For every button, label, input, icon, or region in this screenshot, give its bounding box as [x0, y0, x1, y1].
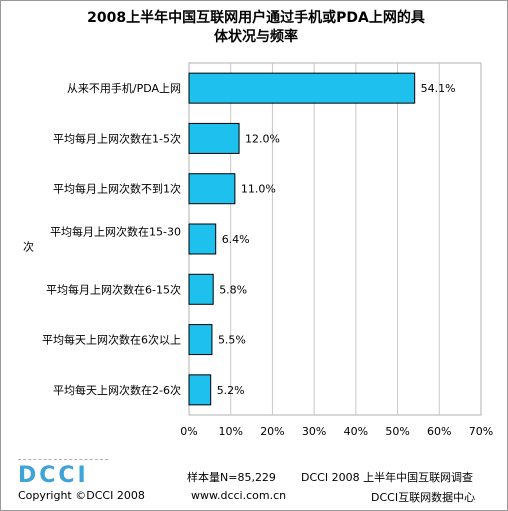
- data-label: 12.0%: [245, 132, 280, 145]
- bar: [188, 72, 416, 104]
- x-tick-label: 40%: [344, 425, 368, 438]
- chart-title: 2008上半年中国互联网用户通过手机或PDA上网的具 体状况与频率: [41, 9, 471, 47]
- bar: [188, 173, 236, 205]
- survey-name: DCCI 2008 上半年中国互联网调查: [301, 471, 474, 484]
- data-label: 5.8%: [219, 283, 247, 296]
- dcci-logo: DCCI: [18, 463, 89, 488]
- x-tick-label: 20%: [260, 425, 284, 438]
- bar: [188, 324, 213, 356]
- sample-size: 样本量N=85,229: [187, 471, 276, 484]
- copyright-text: Copyright ©DCCI 2008: [18, 489, 145, 502]
- category-label: 平均每天上网次数在2-6次: [53, 383, 181, 397]
- bar: [188, 223, 217, 255]
- chart-title-line-2: 体状况与频率: [214, 29, 298, 45]
- logo-divider: [18, 459, 108, 461]
- bar: [188, 122, 240, 154]
- bar: [188, 273, 214, 305]
- category-label: 平均每月上网次数不到1次: [53, 182, 181, 196]
- category-label: 次: [23, 240, 34, 254]
- category-label: 平均每月上网次数在15-30: [50, 225, 181, 239]
- data-label: 54.1%: [421, 82, 456, 95]
- x-tick-label: 10%: [218, 425, 242, 438]
- x-tick-label: 60%: [427, 425, 451, 438]
- category-label: 平均每天上网次数在6次以上: [42, 333, 181, 347]
- data-label: 5.5%: [218, 334, 246, 347]
- bar-chart: 0% 10% 20% 30% 40% 50% 60% 70% 54.1% 从来不用手机/PDA上网…: [23, 62, 493, 438]
- x-tick-label: 70%: [469, 425, 493, 438]
- x-tick-label: 30%: [302, 425, 326, 438]
- category-label: 从来不用手机/PDA上网: [67, 81, 181, 95]
- chart-title-line-1: 2008上半年中国互联网用户通过手机或PDA上网的具: [87, 10, 425, 26]
- bar: [188, 374, 212, 406]
- data-label: 6.4%: [222, 233, 250, 246]
- x-tick-label: 50%: [385, 425, 409, 438]
- website-link[interactable]: www.dcci.com.cn: [191, 489, 287, 502]
- category-label: 平均每月上网次数在6-15次: [46, 282, 181, 296]
- data-label: 11.0%: [241, 183, 276, 196]
- footer: DCCI Copyright ©DCCI 2008 样本量N=85,229 DC…: [1, 459, 507, 510]
- data-label: 5.2%: [217, 384, 245, 397]
- organization-name: DCCI互联网数据中心: [371, 491, 476, 504]
- x-tick-label: 0%: [180, 425, 197, 438]
- category-label: 平均每月上网次数在1-5次: [53, 131, 181, 145]
